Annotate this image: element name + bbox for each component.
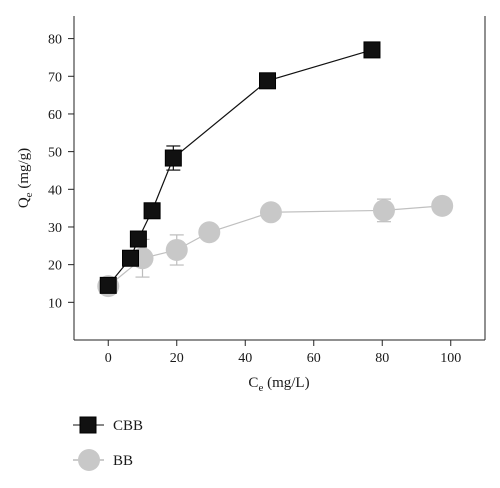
bb-data-point — [259, 201, 282, 224]
x-axis-label-sub: e — [258, 382, 263, 394]
y-tick-label: 80 — [48, 33, 62, 48]
y-tick-label: 10 — [48, 296, 62, 311]
plot-frame — [73, 16, 486, 341]
x-axis-label-main: C — [248, 375, 258, 391]
cbb-data-point — [143, 202, 161, 220]
cbb-data-point — [363, 41, 381, 59]
x-tick-label: 60 — [307, 351, 321, 366]
cbb-data-point — [164, 149, 182, 167]
bb-data-point — [372, 199, 395, 222]
markers-layer — [97, 41, 454, 298]
y-tick-label: 70 — [48, 70, 62, 85]
cbb-data-point — [99, 276, 117, 294]
x-tick-label: 0 — [105, 351, 112, 366]
legend-cbb-marker — [79, 416, 97, 434]
y-axis-label-unit: (mg/g) — [16, 148, 32, 193]
legend-item-cbb: CBB — [73, 416, 143, 434]
cbb-data-point — [259, 72, 277, 90]
x-tick-label: 40 — [238, 351, 252, 366]
y-tick-label: 20 — [48, 259, 62, 274]
legend-bb-label: BB — [113, 453, 133, 469]
bb-data-point — [165, 238, 188, 261]
x-tick-label: 20 — [170, 351, 184, 366]
x-axis-label-unit: (mg/L) — [263, 375, 309, 391]
legend: CBB BB — [73, 416, 143, 471]
legend-cbb-label: CBB — [113, 418, 143, 434]
bb-data-point — [431, 194, 454, 217]
cbb-data-point — [129, 230, 147, 248]
x-tick-label: 100 — [440, 351, 461, 366]
y-ticks: 10 20 30 40 50 60 70 80 — [48, 33, 74, 311]
legend-item-bb: BB — [73, 449, 133, 471]
x-axis-label: Ce (mg/L) — [248, 375, 309, 394]
cbb-data-point — [122, 249, 140, 267]
y-tick-label: 30 — [48, 221, 62, 236]
y-tick-label: 40 — [48, 183, 62, 198]
y-axis-label-main: Q — [16, 197, 32, 208]
bb-data-point — [198, 221, 221, 244]
x-tick-label: 80 — [375, 351, 389, 366]
legend-bb-marker — [78, 449, 100, 471]
x-ticks: 0 20 40 60 80 100 — [105, 340, 461, 366]
y-tick-label: 50 — [48, 146, 62, 161]
y-axis-label: Qe (mg/g) — [16, 148, 35, 208]
y-axis-label-sub: e — [23, 192, 35, 197]
y-tick-label: 60 — [48, 108, 62, 123]
